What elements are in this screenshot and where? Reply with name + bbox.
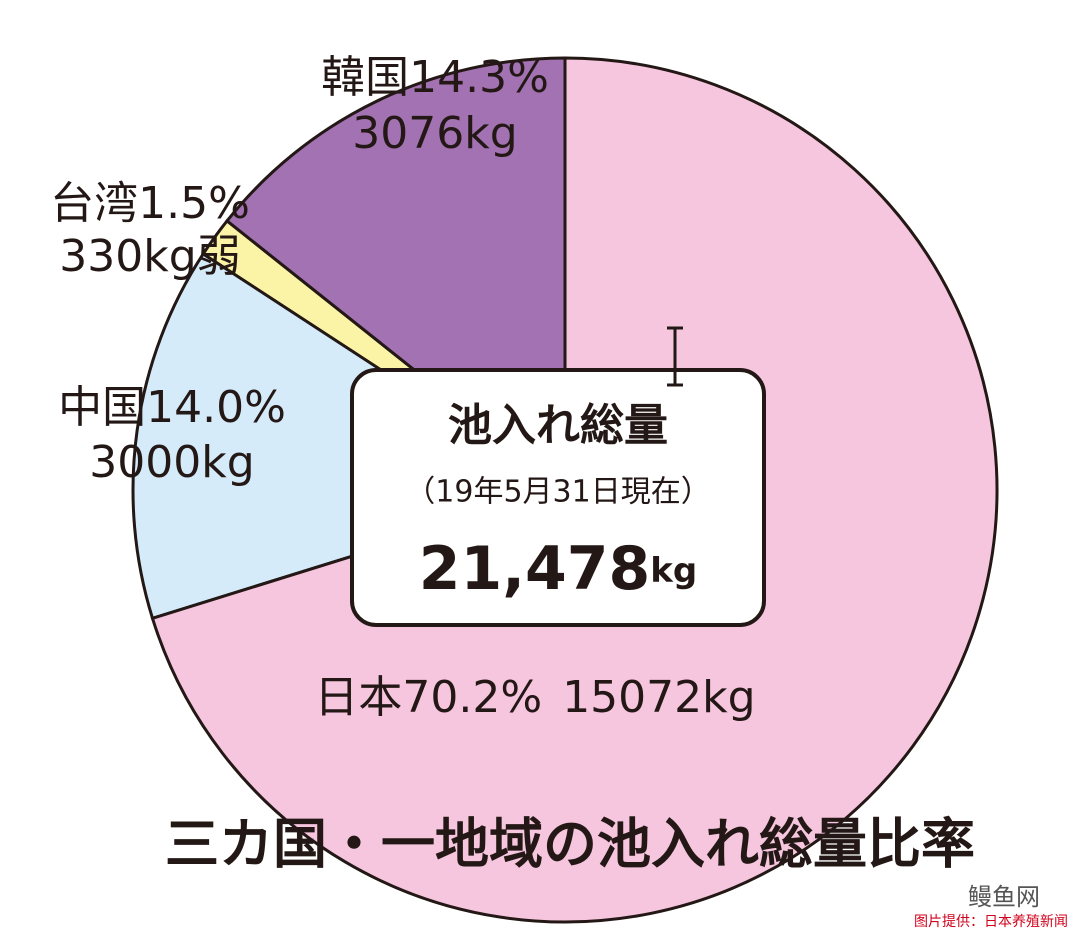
center-box xyxy=(350,368,766,627)
slice xyxy=(131,251,569,621)
watermark-brand: 鳗鱼网 xyxy=(968,883,1040,911)
value-label: 70.2% xyxy=(402,672,542,723)
slice-label: 台湾1.5% xyxy=(50,178,250,229)
weight-label: 330kg弱 xyxy=(59,231,240,282)
value-label: 14.3% xyxy=(409,52,549,103)
value-label: 1.5% xyxy=(138,178,250,229)
slice-label: 中国14.0% xyxy=(58,382,286,433)
weight-label: 3076kg xyxy=(352,108,517,159)
category-label: 台湾 xyxy=(50,178,138,229)
center-title: 池入れ総量 xyxy=(448,400,668,451)
weight-label: 3000kg xyxy=(89,437,254,488)
total-unit: kg xyxy=(650,551,697,591)
weight-label: 15072kg xyxy=(562,672,755,723)
center-total: 21,478kg xyxy=(419,534,698,604)
value-label: 14.0% xyxy=(146,382,286,433)
center-date: （19年5月31日現在） xyxy=(405,475,710,510)
category-label: 日本 xyxy=(314,672,402,723)
chart-title: 三カ国・一地域の池入れ総量比率 xyxy=(165,813,975,876)
watermark-credit: 图片提供：日本养殖新闻 xyxy=(914,913,1068,930)
slice-label: 日本70.2% 15072kg xyxy=(314,672,755,723)
slice-label: 韓国14.3% xyxy=(321,52,549,103)
marker xyxy=(667,326,683,387)
category-label: 韓国 xyxy=(321,52,409,103)
total: 21,478 xyxy=(419,534,651,604)
category-label: 中国 xyxy=(58,382,146,433)
